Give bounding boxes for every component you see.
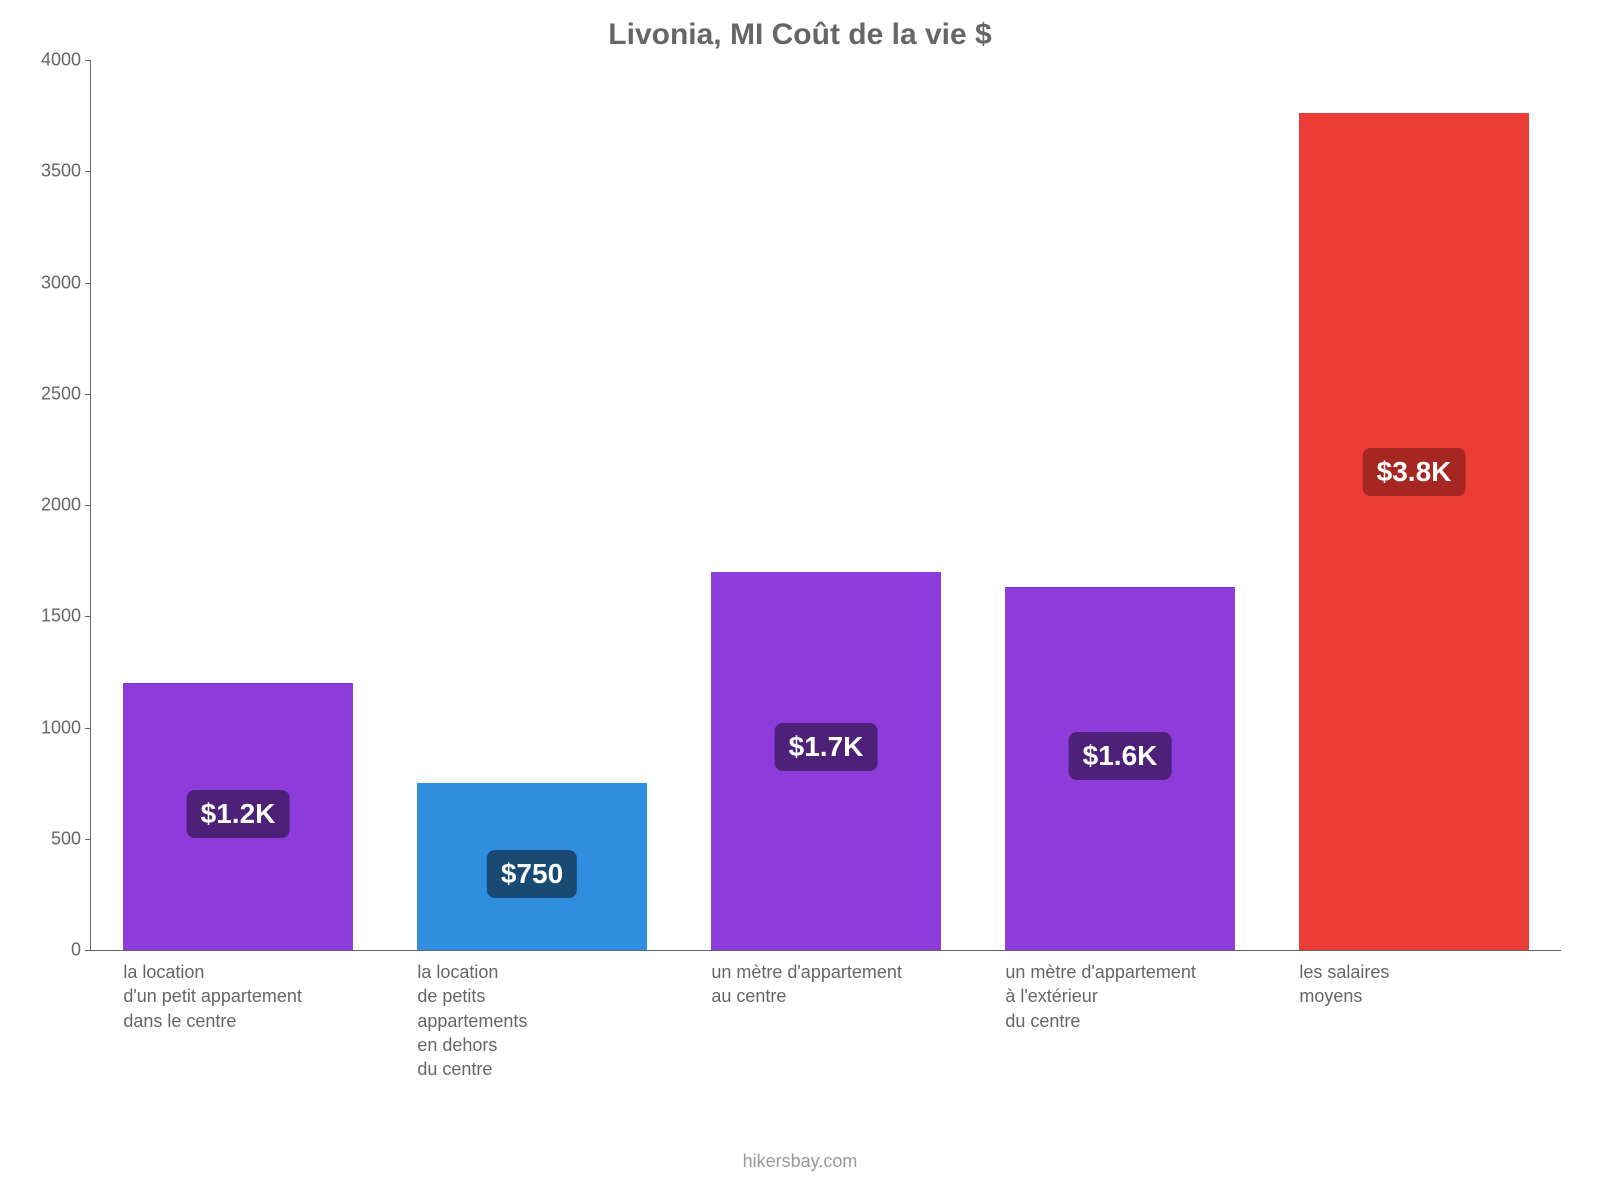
y-axis-tick-label: 1500 [21, 606, 81, 627]
y-axis-tick-label: 3000 [21, 272, 81, 293]
bar [1299, 113, 1528, 950]
x-axis-category-label: les salaires moyens [1299, 960, 1568, 1009]
y-axis-tick-mark [85, 950, 91, 951]
y-axis-tick-mark [85, 60, 91, 61]
y-axis-tick-label: 2000 [21, 495, 81, 516]
y-axis-tick-mark [85, 839, 91, 840]
y-axis-tick-label: 2500 [21, 383, 81, 404]
y-axis-tick-label: 500 [21, 828, 81, 849]
cost-of-living-chart: Livonia, MI Coût de la vie $ 05001000150… [0, 0, 1600, 1200]
y-axis-tick-mark [85, 171, 91, 172]
y-axis-tick-label: 0 [21, 940, 81, 961]
attribution-text: hikersbay.com [0, 1151, 1600, 1172]
y-axis-tick-mark [85, 728, 91, 729]
y-axis-tick-mark [85, 616, 91, 617]
y-axis-tick-mark [85, 283, 91, 284]
y-axis-tick-mark [85, 505, 91, 506]
x-axis-category-label: un mètre d'appartement à l'extérieur du … [1005, 960, 1274, 1033]
y-axis-tick-label: 1000 [21, 717, 81, 738]
chart-title: Livonia, MI Coût de la vie $ [0, 18, 1600, 52]
x-axis-category-label: la location d'un petit appartement dans … [123, 960, 392, 1033]
y-axis-tick-label: 4000 [21, 50, 81, 71]
bar-value-badge: $1.2K [187, 790, 290, 838]
y-axis-tick-mark [85, 394, 91, 395]
bar-value-badge: $750 [487, 850, 577, 898]
bar-value-badge: $3.8K [1363, 448, 1466, 496]
y-axis-tick-label: 3500 [21, 161, 81, 182]
plot-area: 05001000150020002500300035004000$1.2Kla … [90, 60, 1561, 951]
x-axis-category-label: la location de petits appartements en de… [417, 960, 686, 1081]
bar-value-badge: $1.7K [775, 723, 878, 771]
bar-value-badge: $1.6K [1069, 732, 1172, 780]
x-axis-category-label: un mètre d'appartement au centre [711, 960, 980, 1009]
